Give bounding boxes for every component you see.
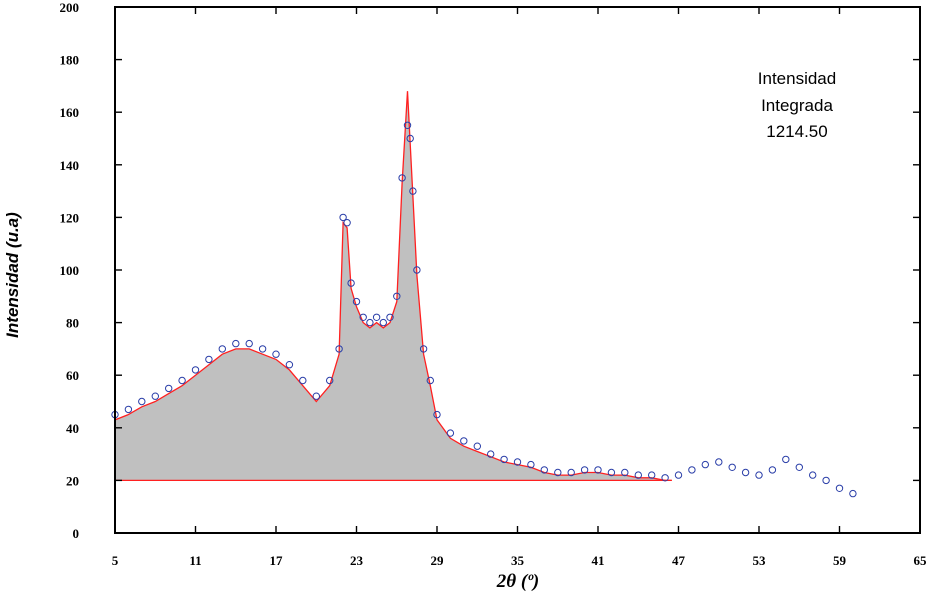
observed-point [232, 339, 240, 348]
observed-point [347, 279, 355, 287]
x-tick-label: 17 [270, 553, 284, 568]
observed-point [272, 350, 280, 358]
observed-point [513, 458, 522, 466]
observed-point [218, 345, 227, 353]
observed-point [741, 468, 750, 477]
observed-point [728, 463, 736, 471]
observed-point [124, 405, 133, 414]
observed-point [540, 466, 548, 474]
x-axis-title: 2θ (º) [496, 571, 539, 592]
observed-point [621, 468, 629, 477]
observed-point [607, 468, 616, 477]
observed-point [245, 339, 253, 348]
observed-point [138, 397, 146, 406]
x-tick-label: 23 [350, 553, 364, 568]
x-tick-label: 65 [914, 553, 928, 568]
observed-point [178, 376, 186, 385]
observed-point [527, 460, 535, 469]
observed-point [339, 213, 347, 222]
x-tick-label: 11 [189, 553, 201, 568]
observed-point [594, 466, 602, 474]
observed-point [849, 489, 857, 498]
x-tick-label: 59 [833, 553, 847, 568]
observed-point [648, 471, 656, 479]
observed-point [285, 361, 294, 369]
y-tick-label: 60 [66, 368, 79, 383]
observed-point [409, 187, 417, 195]
y-tick-label: 180 [60, 53, 80, 68]
observed-point [782, 455, 790, 464]
observed-point [326, 376, 334, 385]
observed-point [715, 458, 723, 466]
y-axis-title: Intensidad (u.a) [3, 212, 22, 338]
annotation-line-2: Integrada [761, 96, 833, 115]
x-tick-label: 47 [672, 553, 686, 568]
x-tick-label: 5 [112, 553, 119, 568]
observed-point [580, 466, 589, 474]
observed-point [191, 366, 200, 374]
y-tick-label: 80 [66, 316, 79, 331]
observed-point [426, 376, 434, 385]
y-tick-label: 40 [66, 421, 79, 436]
y-tick-label: 0 [73, 526, 80, 541]
observed-point [446, 429, 455, 437]
y-tick-label: 100 [60, 263, 80, 278]
observed-point [406, 134, 414, 143]
observed-point [433, 410, 441, 419]
observed-point [688, 466, 696, 474]
y-tick-label: 200 [60, 0, 80, 15]
observed-point [755, 471, 763, 479]
x-tick-label: 41 [592, 553, 605, 568]
observed-point [151, 392, 160, 400]
observed-point [359, 313, 367, 321]
observed-point [312, 392, 320, 400]
y-tick-label: 140 [60, 158, 80, 173]
integrated-area-layer [115, 91, 672, 481]
annotation-line-3: 1214.50 [766, 122, 827, 141]
observed-point [393, 292, 401, 300]
observed-point [795, 463, 803, 471]
observed-point [634, 471, 642, 479]
y-axis-ticks: 0 20 40 60 80 100 120 140 160 180 200 [60, 0, 920, 541]
x-axis-ticks: 5 11 17 23 29 35 41 47 53 59 65 [112, 7, 927, 568]
observed-point [205, 355, 213, 364]
observed-point [413, 266, 421, 274]
observed-point [165, 384, 173, 393]
integrated-area [115, 91, 672, 481]
observed-point [379, 318, 387, 327]
observed-points-layer [111, 121, 857, 498]
observed-point [487, 450, 495, 458]
observed-point [352, 297, 361, 306]
observed-point [567, 468, 575, 477]
observed-point [258, 345, 267, 353]
observed-point [372, 313, 381, 321]
observed-point [822, 476, 830, 485]
observed-point [701, 460, 709, 469]
y-tick-label: 120 [60, 210, 80, 225]
observed-point [500, 455, 508, 464]
observed-point [460, 437, 468, 445]
observed-point [835, 484, 844, 492]
annotation-line-1: Intensidad [758, 69, 836, 88]
observed-point [343, 219, 351, 227]
observed-point [366, 318, 374, 327]
x-tick-label: 29 [431, 553, 445, 568]
y-tick-label: 160 [60, 105, 80, 120]
observed-point [335, 345, 343, 353]
observed-point [809, 471, 817, 479]
observed-point [419, 345, 428, 353]
observed-point [299, 376, 307, 385]
observed-point [768, 466, 777, 474]
x-tick-label: 53 [753, 553, 767, 568]
observed-point [473, 442, 481, 450]
observed-point [661, 474, 669, 482]
x-tick-label: 35 [511, 553, 525, 568]
y-tick-label: 20 [66, 473, 79, 488]
observed-point [554, 468, 562, 477]
observed-point [403, 121, 412, 130]
observed-point [386, 313, 394, 321]
observed-point [398, 174, 406, 182]
observed-point [674, 471, 683, 479]
